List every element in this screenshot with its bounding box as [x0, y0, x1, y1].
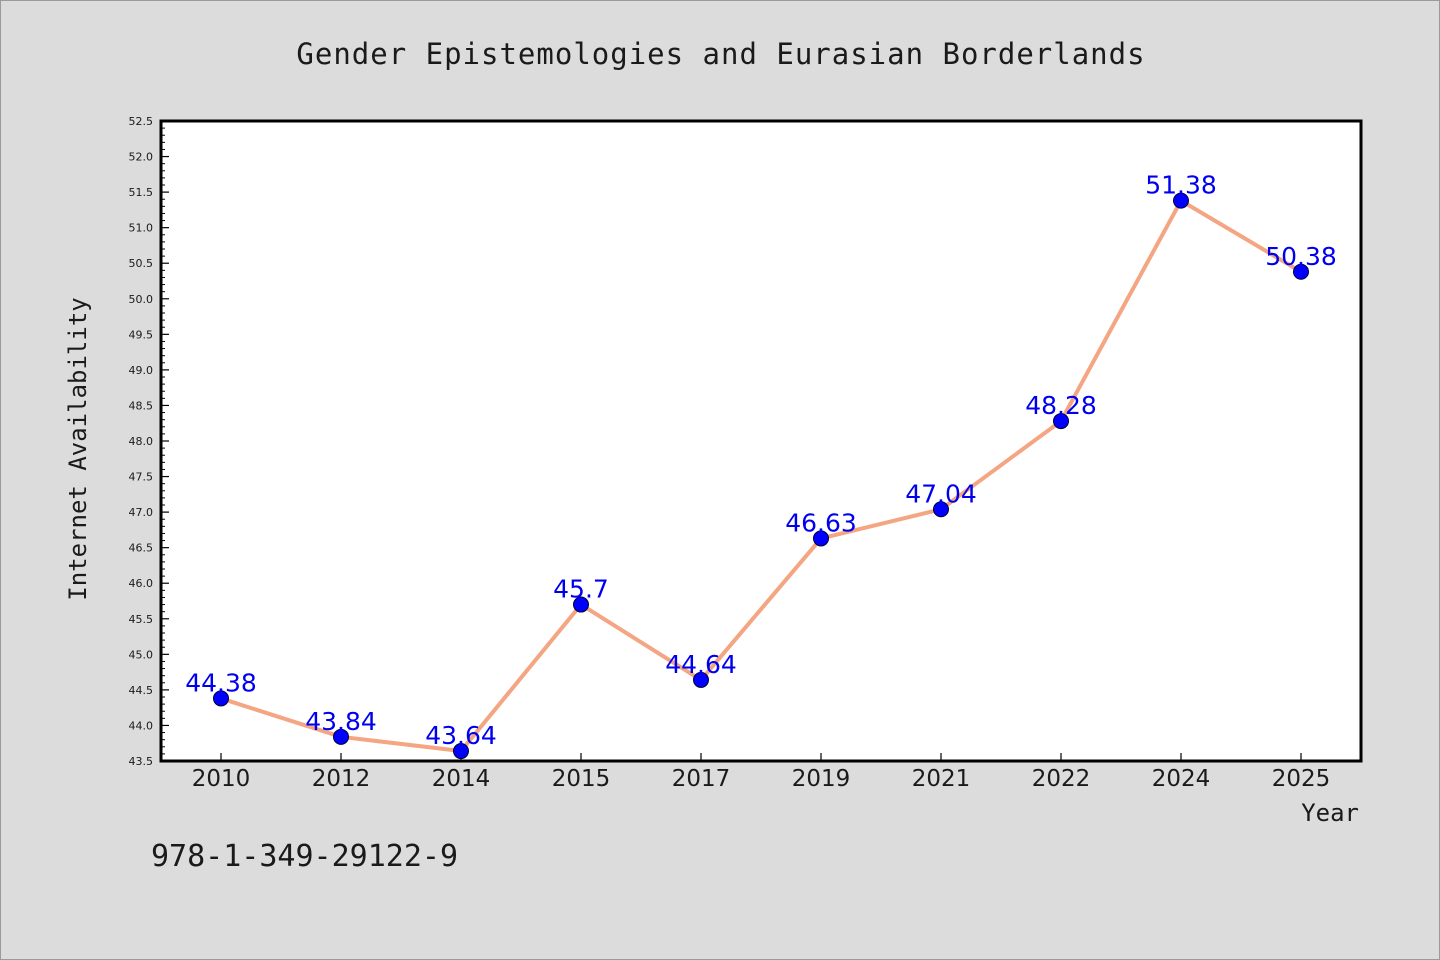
- x-axis-label: Year: [1301, 799, 1359, 827]
- y-tick-label: 49.5: [129, 328, 154, 341]
- x-tick-label: 2014: [432, 766, 491, 792]
- data-point: [1053, 413, 1069, 430]
- x-tick-label: 2021: [912, 766, 971, 792]
- y-tick-label: 47.0: [129, 506, 154, 519]
- data-point: [333, 728, 349, 745]
- y-tick-label: 51.0: [129, 222, 154, 235]
- data-label: 43.64: [425, 721, 497, 750]
- data-point: [693, 671, 709, 688]
- plot-area: [159, 119, 1363, 763]
- y-tick-label: 44.0: [129, 719, 154, 732]
- isbn-text: 978-1-349-29122-9: [151, 839, 458, 874]
- y-axis: 43.5 44.0 44.5 45.0 45.5 46.0 46.5 47.0 47.5 48.0…: [129, 115, 169, 768]
- data-label: 50.38: [1265, 242, 1337, 271]
- y-tick-label: 50.5: [129, 257, 154, 270]
- x-axis: 2010 2012 2014 2015 2017 2019 2021 2022 2024 2025: [192, 753, 1331, 792]
- x-tick-label: 2024: [1152, 766, 1211, 792]
- data-point: [213, 690, 229, 707]
- x-tick-label: 2019: [792, 766, 851, 792]
- data-label: 44.64: [665, 650, 737, 679]
- data-label: 48.28: [1025, 391, 1097, 420]
- y-tick-label: 51.5: [129, 186, 154, 199]
- data-label: 51.38: [1145, 171, 1217, 200]
- y-tick-label: 49.0: [129, 364, 154, 377]
- y-tick-label: 48.0: [129, 435, 154, 448]
- x-tick-label: 2017: [672, 766, 731, 792]
- series-polyline: [219, 198, 1303, 754]
- y-tick-label: 45.5: [129, 613, 154, 626]
- data-point: [813, 530, 829, 547]
- y-tick-label: 52.5: [129, 115, 154, 128]
- data-point: [1293, 263, 1309, 280]
- data-label: 43.84: [305, 707, 377, 736]
- y-tick-label: 46.5: [129, 542, 154, 555]
- data-label: 44.38: [185, 668, 257, 697]
- data-point: [1173, 192, 1189, 209]
- y-tick-label: 52.0: [129, 151, 154, 164]
- data-label: 45.7: [553, 575, 609, 604]
- x-tick-label: 2025: [1272, 766, 1331, 792]
- y-tick-label: 43.5: [129, 755, 154, 768]
- series-line: [219, 198, 1303, 754]
- y-tick-label: 44.5: [129, 684, 154, 697]
- y-tick-label: 47.5: [129, 471, 154, 484]
- y-tick-label: 50.0: [129, 293, 154, 306]
- data-labels: 44.38 43.84 43.64 45.7 44.64 46.63 47.04 48.28 5…: [185, 171, 1337, 750]
- y-tick-label: 46.0: [129, 577, 154, 590]
- chart-title: Gender Epistemologies and Eurasian Borde…: [296, 37, 1145, 71]
- data-label: 46.63: [785, 508, 857, 537]
- data-point: [933, 501, 949, 518]
- data-label: 47.04: [905, 479, 977, 508]
- data-point: [453, 743, 469, 760]
- x-tick-label: 2010: [192, 766, 251, 792]
- x-tick-label: 2022: [1032, 766, 1091, 792]
- y-tick-label: 48.5: [129, 399, 154, 412]
- data-point: [573, 596, 589, 613]
- series-markers: [213, 192, 1309, 760]
- x-tick-label: 2015: [552, 766, 611, 792]
- y-tick-label: 45.0: [129, 648, 154, 661]
- x-tick-label: 2012: [312, 766, 371, 792]
- y-axis-label: Internet Availability: [64, 297, 92, 600]
